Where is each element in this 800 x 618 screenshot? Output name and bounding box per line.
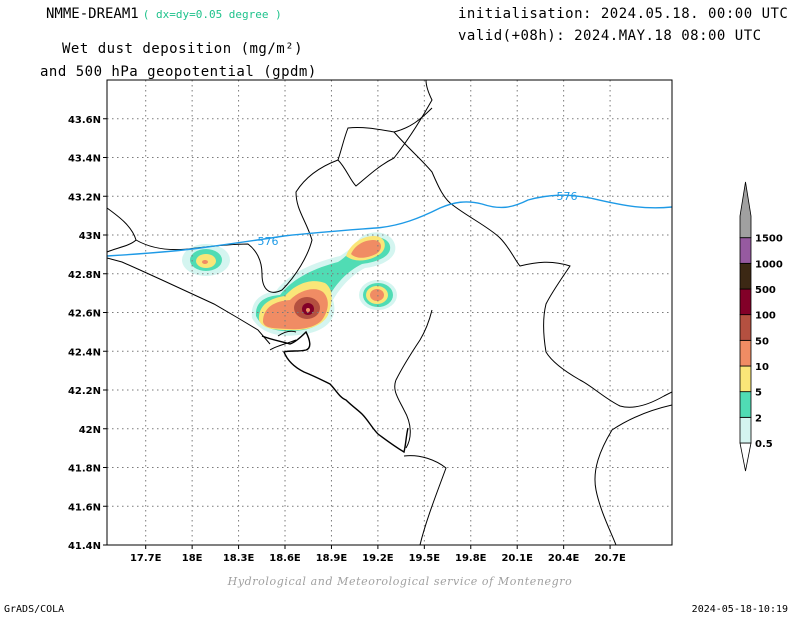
- lon-tick-label: 19.5E: [409, 553, 441, 564]
- legend-label: 5: [755, 388, 762, 399]
- coastal-islands: [269, 330, 297, 351]
- legend-swatch: [739, 262, 752, 290]
- software-label: GrADS/COLA: [4, 604, 65, 615]
- country-borders: [107, 80, 672, 545]
- lon-tick-label: 18.3E: [223, 553, 255, 564]
- legend-label: 1000: [755, 259, 783, 270]
- lon-tick-label: 20.1E: [501, 553, 533, 564]
- legend-swatch: [739, 391, 752, 418]
- legend-label: 2: [755, 413, 762, 424]
- legend-label: 50: [755, 336, 769, 347]
- resolution-label: ( dx=dy=0.05 degree ): [142, 8, 282, 21]
- legend-label: 1500: [755, 234, 783, 245]
- lat-tick-label: 43.6N: [68, 115, 101, 126]
- lat-tick-label: 41.6N: [68, 502, 101, 513]
- lat-tick-label: 43.2N: [68, 192, 101, 203]
- dust-plume-west: [182, 244, 230, 276]
- dust-plume-center: [251, 232, 396, 336]
- legend-swatch: [739, 365, 752, 393]
- legend-swatch: [739, 416, 752, 444]
- lon-tick-label: 18E: [182, 553, 203, 564]
- lon-tick-label: 17.7E: [130, 553, 162, 564]
- color-legend: 0.5 2 5 10 50 100 500 1000 1500: [739, 181, 783, 472]
- lon-tick-label: 20.7E: [594, 553, 626, 564]
- legend-label: 0.5: [755, 439, 773, 450]
- axis-ticks: 17.7E 18E 18.3E 18.6E 18.9E 19.2E 19.5E 19.8E 20…: [68, 115, 626, 564]
- legend-swatch: [739, 339, 752, 367]
- timestamp-label: 2024-05-18-10:19: [691, 604, 788, 615]
- title-line-1: Wet dust deposition (mg/m²): [62, 41, 304, 57]
- lat-tick-label: 42.6N: [68, 309, 101, 320]
- contour-label-east: 576: [557, 190, 578, 203]
- lat-tick-label: 42.2N: [68, 386, 101, 397]
- lat-tick-label: 41.8N: [68, 464, 101, 475]
- contour-label-west: 576: [258, 235, 279, 248]
- legend-label: 500: [755, 285, 776, 296]
- legend-lower-arrow: [739, 442, 752, 472]
- lat-tick-label: 42N: [79, 425, 101, 436]
- model-name: NMME-DREAM1( dx=dy=0.05 degree ): [46, 6, 282, 22]
- lat-tick-label: 43.4N: [68, 154, 101, 165]
- map-content: [107, 80, 672, 545]
- lon-tick-label: 20.4E: [548, 553, 580, 564]
- coastline: [261, 330, 409, 454]
- legend-label: 100: [755, 311, 776, 322]
- lon-tick-label: 18.6E: [269, 553, 301, 564]
- geopotential-contour-576: [107, 194, 672, 257]
- lon-tick-label: 19.2E: [362, 553, 394, 564]
- legend-swatch: [739, 314, 752, 341]
- legend-swatch: [739, 181, 752, 239]
- title-line-2: and 500 hPa geopotential (gpdm): [40, 64, 317, 80]
- legend-swatch: [739, 288, 752, 316]
- lon-tick-label: 18.9E: [316, 553, 348, 564]
- legend-label: 10: [755, 362, 769, 373]
- lat-tick-label: 43N: [79, 231, 101, 242]
- model-label: NMME-DREAM1: [46, 6, 139, 22]
- lat-tick-label: 42.8N: [68, 270, 101, 281]
- initialisation-time: initialisation: 2024.05.18. 00:00 UTC: [458, 6, 789, 22]
- legend-swatch: [739, 237, 752, 264]
- valid-time: valid(+08h): 2024.MAY.18 08:00 UTC: [458, 28, 762, 44]
- credit-line: Hydrological and Meteorological service …: [227, 575, 573, 588]
- lat-tick-label: 41.4N: [68, 541, 101, 552]
- lon-tick-label: 19.8E: [455, 553, 487, 564]
- lat-tick-label: 42.4N: [68, 347, 101, 358]
